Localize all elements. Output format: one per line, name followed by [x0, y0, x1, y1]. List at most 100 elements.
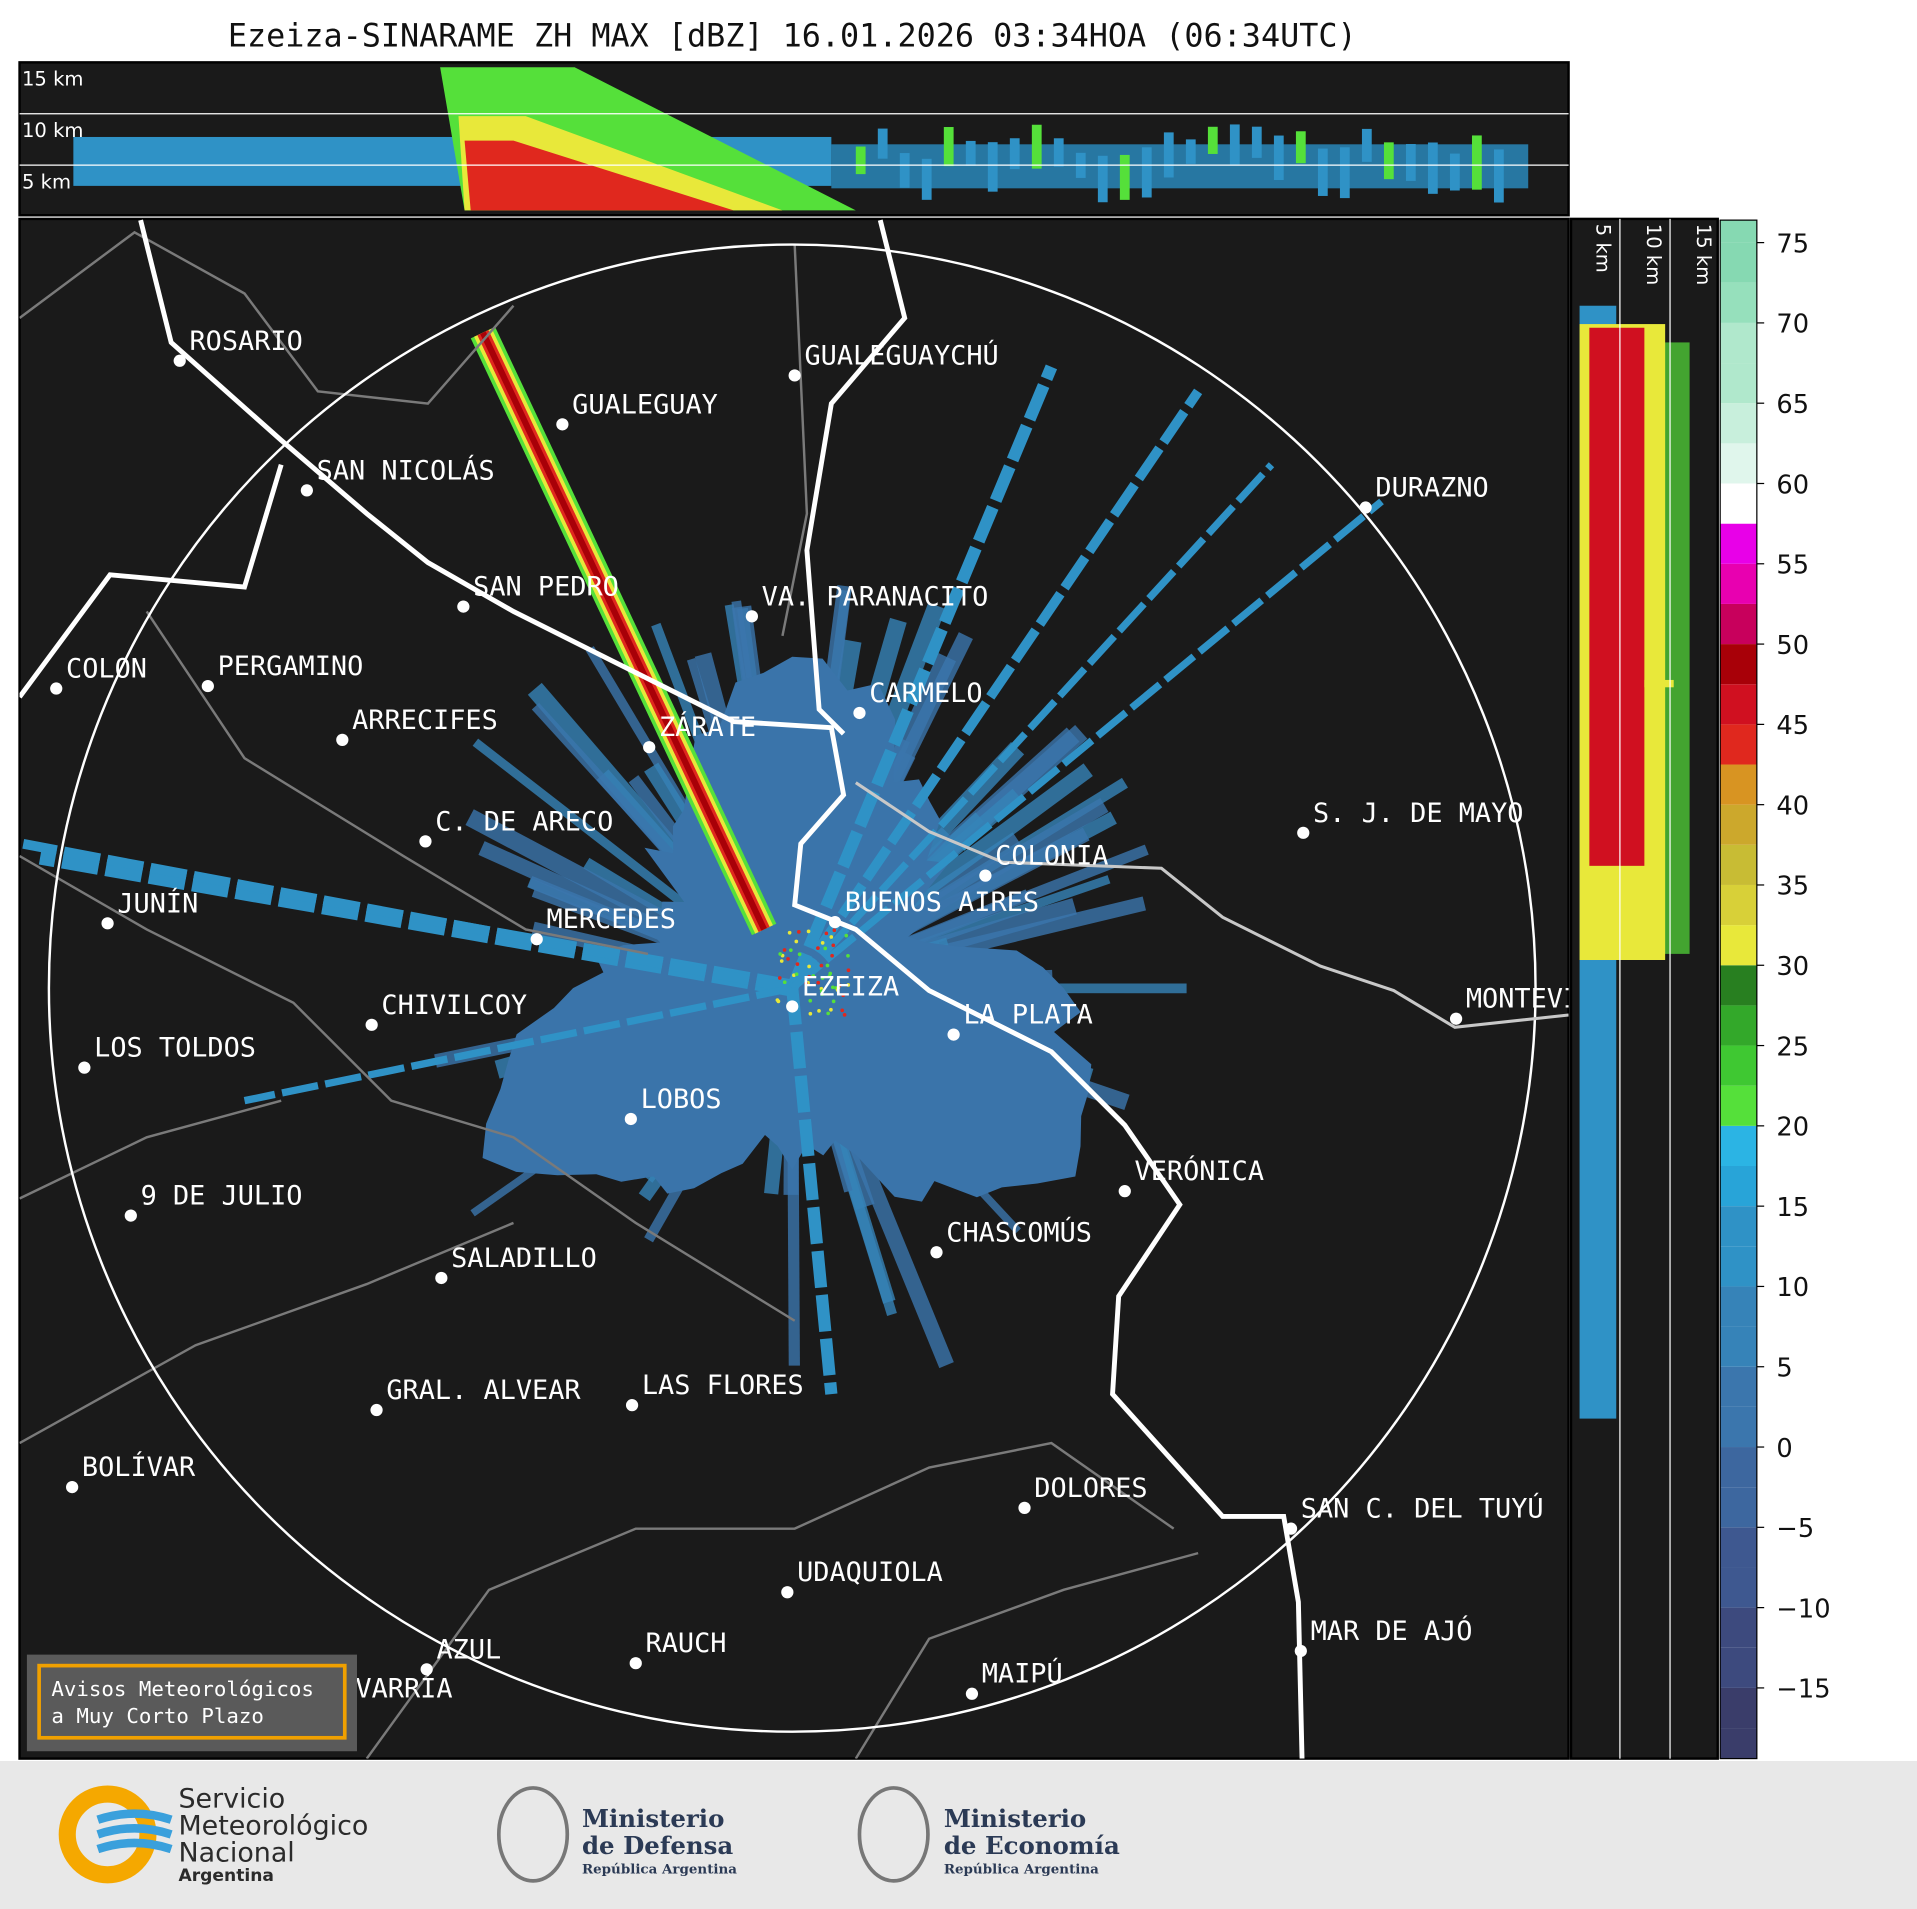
echo-speck — [846, 953, 850, 958]
echo-speck — [775, 998, 780, 1002]
echo-speck — [794, 972, 799, 977]
colorbar-tick-label: 0 — [1776, 1434, 1792, 1464]
border — [19, 1221, 514, 1445]
echo-speck — [826, 1011, 830, 1016]
echo — [1383, 142, 1394, 180]
echo-ray — [786, 987, 838, 1395]
logo-text: de Economía — [944, 1831, 1120, 1860]
logo-text: Servicio — [178, 1783, 285, 1814]
colorbar-band — [1720, 684, 1757, 725]
echo-speck — [840, 1008, 845, 1013]
echo — [1471, 135, 1482, 190]
echo-ray — [789, 462, 1275, 991]
city-label: LOS TOLDOS — [94, 1033, 256, 1064]
city-label: C. DE ARECO — [435, 806, 613, 837]
echo-speck — [842, 1013, 847, 1017]
echo-speck — [817, 1009, 821, 1013]
colorbar-band — [1720, 1447, 1757, 1488]
colorbar-tick-label: 55 — [1776, 551, 1809, 581]
colorbar-band — [1720, 1406, 1757, 1448]
city-label: S. J. DE MAYO — [1313, 798, 1523, 829]
city-label: COLONIA — [995, 841, 1108, 872]
logo-text: Meteorológico — [178, 1810, 368, 1841]
echo — [1163, 132, 1174, 178]
city-label: EZEIZA — [802, 971, 899, 1002]
city-label: ROSARIO — [189, 326, 302, 357]
echo-speck — [806, 929, 811, 934]
city-label: ZÁRATE — [659, 711, 756, 743]
echo-speck — [820, 976, 825, 980]
colorbar-band — [1720, 764, 1757, 805]
echo-speck — [835, 988, 840, 992]
echo — [1229, 124, 1240, 165]
echo — [1009, 138, 1020, 170]
colorbar-tick-label: 25 — [1776, 1032, 1809, 1062]
echo — [1405, 144, 1416, 181]
echo-speck — [831, 943, 836, 948]
colorbar-band — [1720, 282, 1757, 323]
city-dot — [788, 369, 801, 382]
colorbar-band — [1720, 1246, 1757, 1287]
colorbar-band — [1720, 724, 1757, 765]
colorbar-band — [1720, 322, 1757, 364]
colorbar-tick-label: 35 — [1776, 872, 1809, 902]
city-dot — [1018, 1501, 1031, 1514]
city-dot — [50, 682, 63, 695]
city-dot — [1449, 1012, 1463, 1025]
colorbar-band — [1720, 1647, 1757, 1688]
colorbar-band — [1720, 1005, 1757, 1046]
colorbar-tick-label: −10 — [1776, 1594, 1830, 1624]
echo-ray — [786, 364, 1058, 991]
echo-speck — [828, 971, 833, 976]
city-dot — [365, 1018, 378, 1031]
colorbar-band — [1720, 1166, 1757, 1207]
city-dot — [173, 354, 186, 367]
border — [19, 854, 796, 1322]
city-dot — [1297, 826, 1310, 839]
echo — [965, 140, 976, 166]
echo-speck — [794, 939, 799, 944]
colorbar-band — [1720, 220, 1757, 243]
warning-box[interactable]: Avisos Meteorológicos a Muy Corto Plazo — [26, 1654, 357, 1752]
echo — [1589, 327, 1645, 866]
colorbar-tick-label: 15 — [1776, 1193, 1809, 1223]
city-label: ARRECIFES — [352, 705, 498, 736]
echo-speck — [841, 993, 846, 998]
colorbar-band — [1720, 1326, 1757, 1367]
echo — [1295, 131, 1306, 164]
echo-speck — [795, 962, 800, 966]
echo — [943, 127, 954, 167]
city-label: CARMELO — [869, 678, 982, 709]
colorbar-band — [1720, 443, 1757, 484]
echo-speck — [830, 953, 834, 958]
colorbar-band — [1720, 1125, 1757, 1167]
echo-speck — [819, 963, 824, 968]
echo-speck — [820, 941, 825, 945]
city-dot — [828, 915, 842, 929]
logo-text: Argentina — [178, 1866, 273, 1886]
city-label: VA. PARANACITO — [762, 581, 989, 612]
colorbar-band — [1720, 363, 1757, 404]
echo-area — [482, 656, 1092, 1202]
echo-speck — [844, 933, 849, 938]
city-label: DURAZNO — [1375, 473, 1488, 504]
echo-speck — [777, 976, 782, 980]
city-label: MONTEVIDEO — [1466, 984, 1628, 1015]
city-label: MERCEDES — [546, 904, 676, 935]
height-label: 5 km — [1592, 224, 1615, 273]
city-label: GUALEGUAYCHÚ — [804, 339, 998, 371]
height-label: 15 km — [22, 68, 83, 91]
coast — [138, 219, 1305, 1759]
echo-speck — [782, 948, 787, 952]
colorbar-band — [1720, 523, 1757, 564]
height-label: 10 km — [22, 119, 83, 142]
city-label: MAIPÚ — [982, 1658, 1063, 1690]
city-dot — [853, 706, 866, 720]
smn-logo: Servicio Meteorológico Nacional Argentin… — [58, 1783, 368, 1886]
echo-speck — [846, 983, 851, 987]
logo-text: República Argentina — [582, 1862, 737, 1878]
colorbar-tick-label: 50 — [1776, 631, 1809, 661]
echo — [1273, 135, 1284, 181]
